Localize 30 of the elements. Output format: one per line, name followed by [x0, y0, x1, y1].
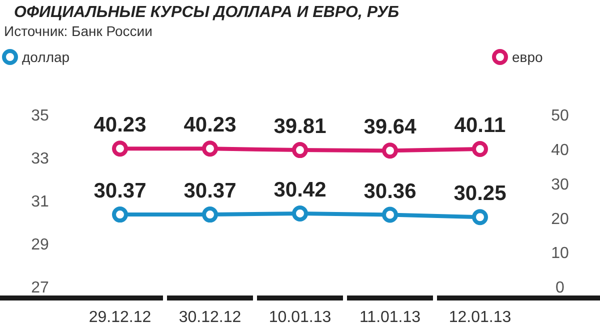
- x-tick-label: 30.12.12: [178, 309, 242, 324]
- chart-title: ОФИЦИАЛЬНЫЕ КУРСЫ ДОЛЛАРА И ЕВРО, РУБ: [14, 4, 400, 21]
- legend-label: доллар: [22, 49, 70, 65]
- y2-tick-label: 20: [551, 210, 569, 228]
- data-label: 40.23: [184, 114, 236, 137]
- y-tick-label: 35: [31, 108, 49, 125]
- x-tick-label: 29.12.12: [88, 309, 152, 324]
- data-label: 30.42: [274, 178, 326, 202]
- data-label: 30.36: [364, 180, 416, 203]
- y2-tick-label: 0: [556, 280, 565, 297]
- y2-tick-label: 50: [551, 108, 569, 125]
- data-label: 30.25: [454, 182, 507, 206]
- data-label: 39.81: [274, 115, 327, 138]
- legend-label: евро: [512, 49, 544, 65]
- data-label: 39.64: [364, 116, 417, 139]
- data-label: 30.37: [184, 180, 236, 203]
- data-label: 40.11: [454, 114, 506, 138]
- y2-tick-label: 10: [551, 245, 569, 262]
- x-tick-label: 11.01.13: [359, 309, 421, 324]
- y-tick-label: 33: [31, 150, 49, 168]
- y-tick-label: 29: [31, 236, 49, 254]
- x-tick-label: 12.01.13: [448, 309, 512, 324]
- y2-tick-label: 30: [551, 176, 569, 194]
- y-tick-label: 31: [31, 194, 49, 211]
- chart-subtitle: Источник: Банк России: [4, 23, 152, 39]
- x-tick-label: 10.01.13: [268, 309, 332, 324]
- y2-tick-label: 40: [551, 142, 569, 159]
- y-tick-label: 27: [31, 280, 49, 297]
- data-label: 30.37: [94, 180, 146, 203]
- data-label: 40.23: [94, 114, 146, 137]
